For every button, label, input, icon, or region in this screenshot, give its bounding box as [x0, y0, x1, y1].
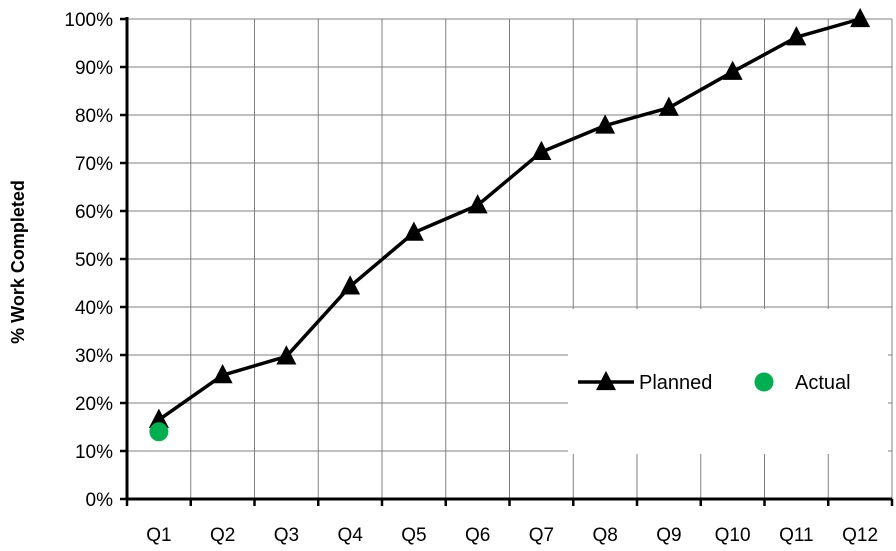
legend: Planned Actual — [568, 309, 888, 454]
y-axis-title: % Work Completed — [8, 180, 28, 344]
y-tick-label: 80% — [75, 106, 113, 127]
planned-point — [786, 26, 807, 46]
x-tick-label: Q12 — [842, 525, 878, 546]
planned-point — [148, 408, 169, 428]
legend-actual-label: Actual — [795, 372, 851, 394]
legend-actual-marker — [754, 372, 774, 392]
y-tick-label: 30% — [75, 346, 113, 367]
x-tick-label: Q10 — [715, 525, 751, 546]
y-tick-label: 90% — [75, 58, 113, 79]
axes — [120, 17, 894, 506]
planned-point — [340, 275, 361, 295]
planned-point — [658, 96, 679, 116]
planned-point — [850, 7, 871, 28]
x-tick-label: Q6 — [465, 525, 490, 546]
planned-point — [403, 221, 424, 241]
x-tick-label: Q8 — [592, 525, 617, 546]
planned-line — [157, 17, 861, 422]
x-tick-label: Q4 — [337, 525, 363, 546]
legend-planned-marker — [596, 370, 616, 391]
x-tick-label: Q1 — [146, 525, 171, 546]
y-tick-label: 70% — [75, 154, 113, 175]
x-tick-label: Q11 — [779, 525, 814, 546]
planned-point — [531, 140, 552, 161]
x-tick-label: Q9 — [656, 525, 681, 546]
x-tick-label: Q3 — [274, 525, 299, 546]
y-tick-label: 50% — [75, 250, 113, 271]
series — [148, 7, 871, 442]
y-tick-label: 100% — [64, 10, 113, 31]
actual-point — [149, 422, 169, 442]
x-tick-label: Q5 — [401, 525, 426, 546]
planned-point — [467, 194, 488, 214]
planned-point — [276, 345, 297, 365]
legend-planned-label: Planned — [639, 372, 712, 394]
y-tick-label: 20% — [75, 394, 113, 415]
y-tick-label: 0% — [86, 490, 114, 511]
y-tick-label: 60% — [75, 202, 113, 223]
planned-point — [212, 364, 233, 384]
y-tick-label: 10% — [75, 442, 113, 463]
x-tick-label: Q7 — [529, 525, 554, 546]
planned-point — [595, 114, 616, 134]
x-tick-label: Q2 — [210, 525, 235, 546]
planned-point — [722, 60, 743, 80]
y-tick-label: 40% — [75, 298, 113, 319]
tick-labels: 0% 10% 20% 30% 40% 50% 60% 70% 80% 90% 100% Q1 Q2 Q3 Q… — [64, 10, 878, 546]
